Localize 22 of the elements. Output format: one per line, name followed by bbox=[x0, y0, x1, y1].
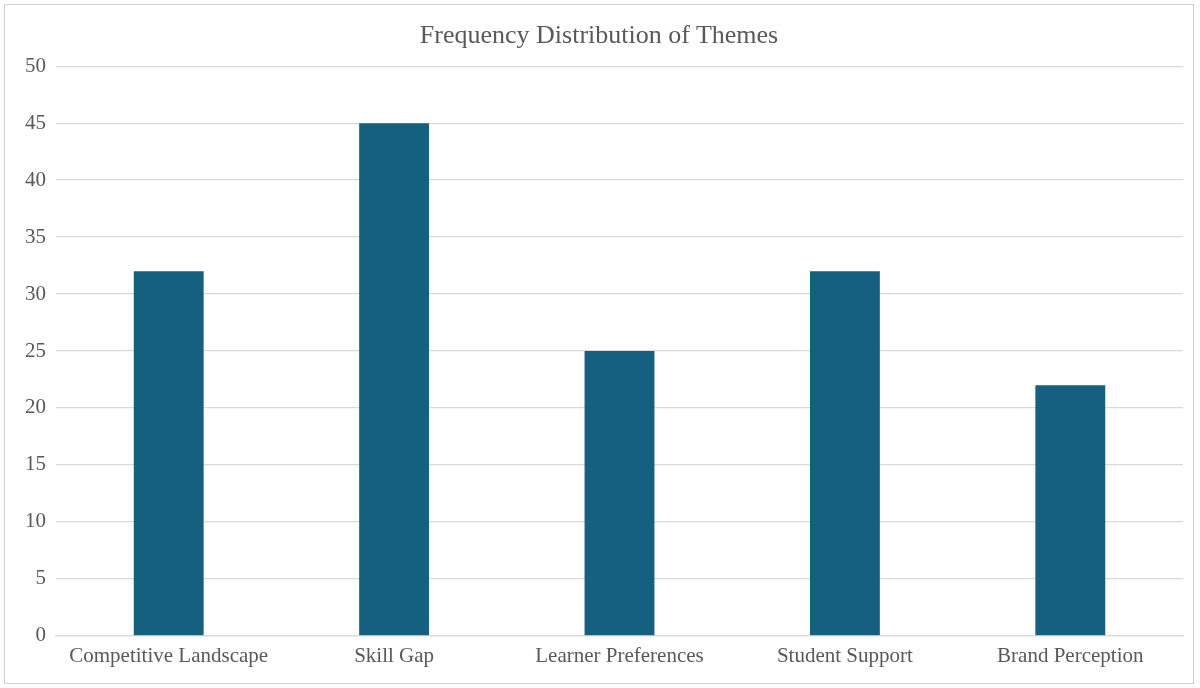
x-tick-label: Brand Perception bbox=[997, 642, 1144, 667]
y-tick-label: 25 bbox=[25, 337, 46, 362]
y-tick-label: 5 bbox=[35, 565, 46, 590]
bar bbox=[359, 123, 430, 636]
y-tick-label: 45 bbox=[25, 109, 46, 134]
y-tick-label: 20 bbox=[25, 394, 46, 419]
y-tick-label: 40 bbox=[25, 166, 46, 191]
x-tick-label: Competitive Landscape bbox=[69, 642, 269, 667]
y-tick-label: 30 bbox=[25, 280, 46, 305]
y-tick-label: 50 bbox=[25, 52, 46, 77]
bar bbox=[584, 351, 655, 636]
bar bbox=[133, 271, 204, 636]
y-tick-label: 0 bbox=[35, 622, 46, 647]
x-tick-label: Skill Gap bbox=[354, 642, 435, 667]
y-tick-label: 35 bbox=[25, 223, 46, 248]
bar bbox=[1035, 385, 1106, 636]
bar bbox=[809, 271, 880, 636]
chart-title: Frequency Distribution of Themes bbox=[419, 20, 779, 50]
y-tick-label: 15 bbox=[25, 451, 46, 476]
x-tick-label: Student Support bbox=[776, 642, 914, 667]
x-tick-label: Learner Preferences bbox=[535, 642, 704, 667]
y-tick-label: 10 bbox=[25, 508, 46, 533]
